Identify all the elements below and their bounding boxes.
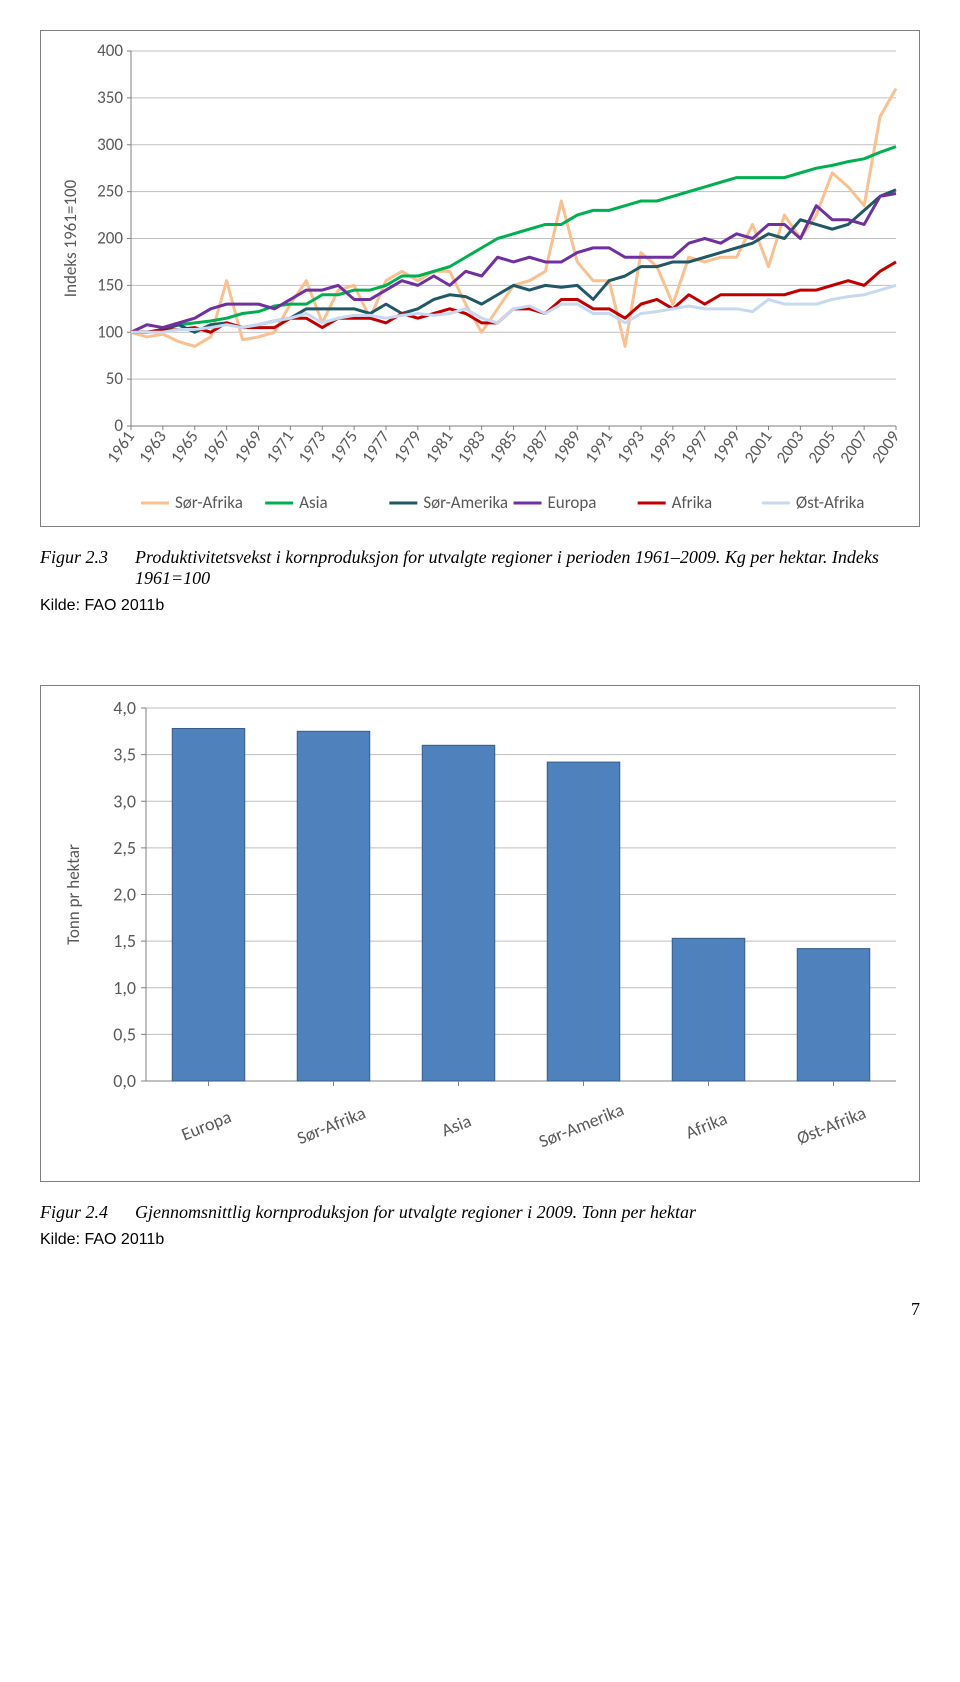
svg-text:1975: 1975 <box>325 427 362 467</box>
svg-text:1999: 1999 <box>708 427 745 468</box>
svg-text:150: 150 <box>97 274 123 295</box>
svg-text:2007: 2007 <box>835 427 872 468</box>
line-chart: 0501001502002503003504001961196319651967… <box>51 41 911 521</box>
svg-text:Øst-Afrika: Øst-Afrika <box>793 1102 869 1150</box>
svg-text:1981: 1981 <box>421 427 458 467</box>
page-number: 7 <box>40 1299 920 1320</box>
svg-text:Asia: Asia <box>438 1110 474 1142</box>
svg-text:1,0: 1,0 <box>113 977 136 999</box>
bar-chart: 0,0 0,5 1,0 1,5 2,0 2,5 3,0 3,5 4,0 Europa Sør-Afr… <box>51 696 911 1176</box>
svg-text:50: 50 <box>106 368 124 389</box>
svg-text:1983: 1983 <box>453 427 490 467</box>
svg-text:1963: 1963 <box>134 427 171 467</box>
svg-text:3,5: 3,5 <box>113 744 136 766</box>
figure-2-caption: Figur 2.4 Gjennomsnittlig kornproduksjon… <box>40 1202 920 1223</box>
svg-text:1969: 1969 <box>230 427 267 468</box>
svg-text:Europa: Europa <box>548 492 597 513</box>
svg-text:2003: 2003 <box>771 427 808 467</box>
figure-2-text: Gjennomsnittlig kornproduksjon for utval… <box>135 1202 920 1223</box>
svg-text:1971: 1971 <box>261 427 298 467</box>
svg-text:2009: 2009 <box>867 427 904 468</box>
svg-text:1993: 1993 <box>612 427 649 467</box>
svg-text:1987: 1987 <box>516 427 553 468</box>
svg-text:1997: 1997 <box>676 427 713 468</box>
svg-text:Øst-Afrika: Øst-Afrika <box>796 492 865 513</box>
svg-text:3,0: 3,0 <box>113 790 136 812</box>
svg-text:2,0: 2,0 <box>113 884 136 906</box>
svg-text:Europa: Europa <box>178 1106 234 1146</box>
svg-text:1985: 1985 <box>485 427 522 467</box>
svg-text:2,5: 2,5 <box>113 837 136 859</box>
svg-text:0,5: 0,5 <box>113 1023 136 1045</box>
figure-1-caption: Figur 2.3 Produktivitetsvekst i kornprod… <box>40 547 920 589</box>
svg-text:Afrika: Afrika <box>672 492 712 513</box>
svg-text:Sør-Afrika: Sør-Afrika <box>294 1102 369 1149</box>
svg-text:1991: 1991 <box>580 427 617 467</box>
svg-text:2005: 2005 <box>803 427 840 467</box>
svg-text:1977: 1977 <box>357 427 394 468</box>
svg-text:Sør-Afrika: Sør-Afrika <box>175 492 243 513</box>
svg-text:1995: 1995 <box>644 427 681 467</box>
svg-text:Afrika: Afrika <box>682 1107 730 1143</box>
svg-text:250: 250 <box>97 181 123 202</box>
line-chart-frame: 0501001502002503003504001961196319651967… <box>40 30 920 527</box>
svg-text:400: 400 <box>97 41 123 61</box>
svg-text:1961: 1961 <box>102 427 139 467</box>
svg-text:1979: 1979 <box>389 427 426 468</box>
svg-text:100: 100 <box>97 321 123 342</box>
bar-chart-frame: 0,0 0,5 1,0 1,5 2,0 2,5 3,0 3,5 4,0 Europa Sør-Afr… <box>40 685 920 1182</box>
svg-text:4,0: 4,0 <box>113 697 136 719</box>
figure-1-source: Kilde: FAO 2011b <box>40 597 920 615</box>
svg-text:1989: 1989 <box>548 427 585 468</box>
figure-2-label: Figur 2.4 <box>40 1202 135 1223</box>
figure-2-source: Kilde: FAO 2011b <box>40 1231 920 1249</box>
svg-text:Asia: Asia <box>299 492 328 513</box>
svg-text:Sør-Amerika: Sør-Amerika <box>536 1098 627 1152</box>
svg-text:1967: 1967 <box>198 427 235 468</box>
svg-text:1965: 1965 <box>166 427 203 467</box>
figure-1-text: Produktivitetsvekst i kornproduksjon for… <box>135 547 920 589</box>
svg-text:300: 300 <box>97 134 123 155</box>
svg-text:350: 350 <box>97 87 123 108</box>
figure-1-label: Figur 2.3 <box>40 547 135 589</box>
svg-text:Indeks 1961=100: Indeks 1961=100 <box>60 179 81 297</box>
svg-text:Tonn pr hektar: Tonn pr hektar <box>63 844 84 945</box>
svg-text:Sør-Amerika: Sør-Amerika <box>423 492 508 513</box>
svg-text:1973: 1973 <box>293 427 330 467</box>
svg-text:1,5: 1,5 <box>113 930 136 952</box>
svg-text:2001: 2001 <box>740 427 777 467</box>
svg-text:200: 200 <box>97 228 123 249</box>
svg-text:0,0: 0,0 <box>113 1070 136 1092</box>
